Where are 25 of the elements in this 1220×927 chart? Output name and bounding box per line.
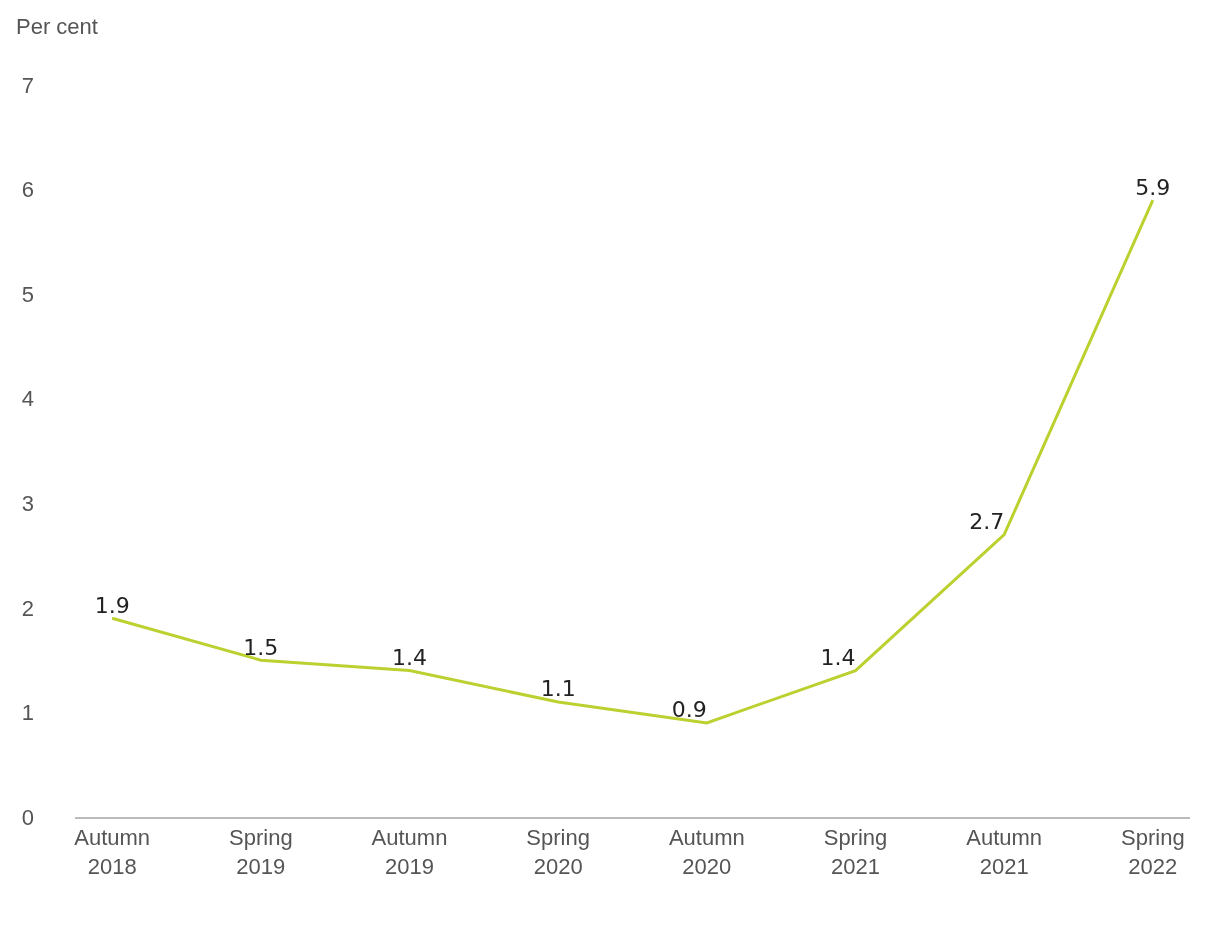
data-label: 5.9: [1135, 174, 1171, 200]
data-label: 0.9: [671, 697, 707, 723]
x-tick-label: Spring 2021: [823, 825, 888, 879]
x-tick-label: Spring 2022: [1121, 825, 1185, 879]
x-tick-label: Spring 2020: [526, 825, 590, 879]
x-tick-label: Spring 2019: [229, 825, 293, 879]
data-label: 1.4: [392, 645, 427, 671]
data-label: 1.4: [820, 645, 856, 671]
y-tick-label: 2: [21, 595, 34, 621]
x-tick-label: Autumn 2020: [668, 825, 745, 879]
y-tick-label: 6: [21, 177, 34, 203]
x-tick-label: Autumn 2019: [371, 825, 448, 879]
y-tick-label: 7: [21, 72, 34, 98]
y-tick-label: 1: [21, 700, 34, 726]
data-label: 2.7: [969, 509, 1005, 535]
y-axis-title: Per cent: [16, 14, 98, 39]
y-tick-label: 3: [21, 490, 34, 516]
data-label: 1.9: [94, 592, 130, 618]
x-tick-label: Autumn 2021: [966, 825, 1043, 879]
y-tick-label: 4: [21, 386, 34, 412]
data-label: 1.5: [243, 634, 279, 660]
x-tick-label: Autumn 2018: [74, 825, 151, 879]
y-tick-label: 0: [21, 804, 34, 830]
data-label: 1.1: [540, 676, 576, 702]
y-tick-label: 5: [21, 281, 34, 307]
